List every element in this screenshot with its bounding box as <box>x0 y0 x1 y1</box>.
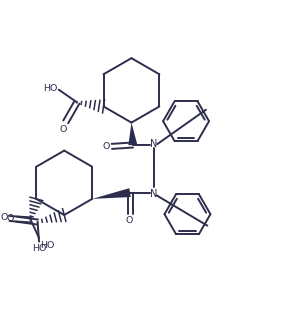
Polygon shape <box>92 188 131 199</box>
Text: HO: HO <box>32 244 46 253</box>
Polygon shape <box>128 123 137 145</box>
Text: O: O <box>1 213 8 222</box>
Text: O: O <box>102 142 110 151</box>
Text: HO: HO <box>43 84 57 93</box>
Text: O: O <box>126 216 133 225</box>
Text: O: O <box>60 125 67 134</box>
Text: N: N <box>150 139 158 149</box>
Text: N: N <box>150 189 158 199</box>
Text: HO: HO <box>40 241 55 250</box>
Text: O: O <box>7 214 14 223</box>
